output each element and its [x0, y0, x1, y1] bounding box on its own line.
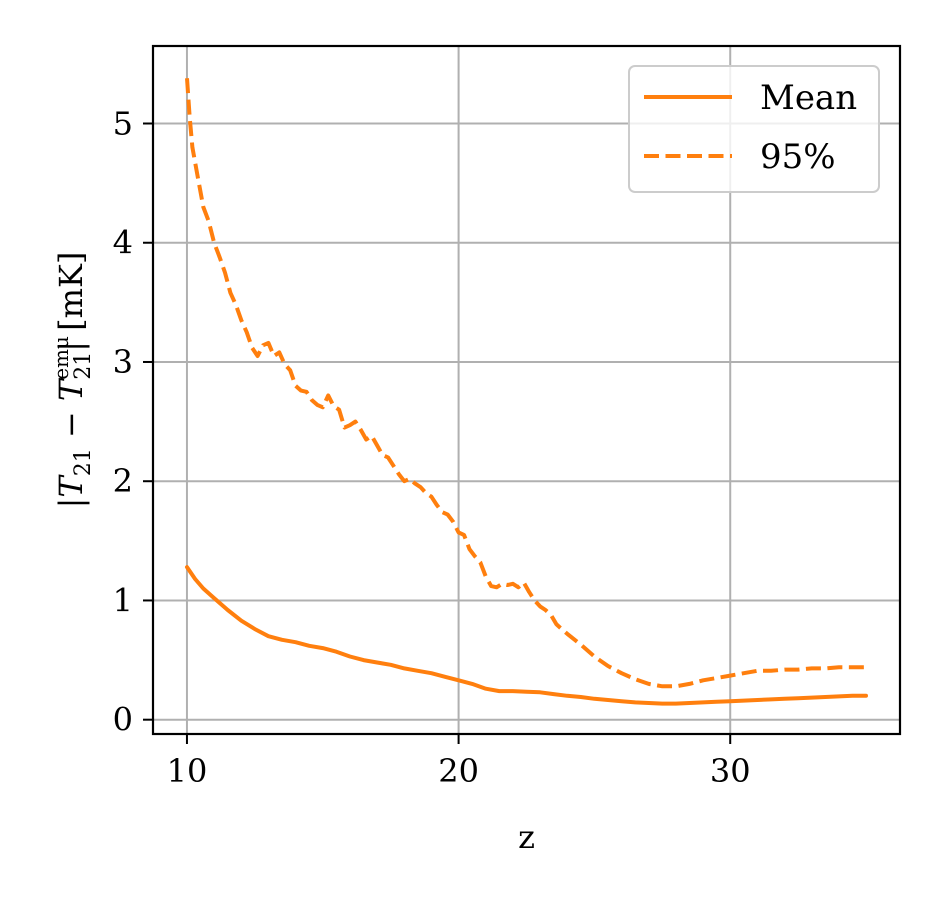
- y-label-sup: emu: [49, 336, 73, 380]
- y-label-sub-1: 21: [71, 448, 96, 476]
- y-tick-label: 5: [113, 105, 133, 143]
- legend: Mean 95%: [628, 65, 880, 193]
- legend-label-95-percent: 95%: [760, 137, 836, 177]
- plot-frame: [151, 44, 902, 736]
- x-tick-label: 30: [710, 752, 751, 790]
- y-tick-label: 2: [113, 462, 133, 500]
- axis-ticks: 10 20 30 0 1 2 3 4 5: [113, 105, 751, 790]
- y-label-t-main: T: [52, 474, 90, 498]
- series-line-mean: [185, 565, 868, 706]
- x-tick-label: 10: [167, 752, 208, 790]
- y-label-minus: −: [52, 401, 90, 448]
- y-label-open: |: [52, 498, 90, 509]
- plot-series: [185, 78, 868, 706]
- x-tick-label: 20: [438, 752, 479, 790]
- y-label-t-emu: T: [52, 377, 90, 401]
- series-line-95-percent: [185, 78, 866, 689]
- y-tick-label: 1: [113, 581, 133, 619]
- y-tick-label: 3: [113, 343, 133, 381]
- y-tick-label: 0: [113, 701, 133, 739]
- x-axis-label: z: [518, 818, 535, 856]
- legend-label-mean: Mean: [760, 78, 857, 118]
- y-label-close: | [mK]: [52, 252, 90, 352]
- y-tick-label: 4: [113, 224, 133, 262]
- y-axis-label: |T21 − Temu21| [mK]: [49, 252, 96, 509]
- y-label-sub-2: 21: [71, 352, 96, 380]
